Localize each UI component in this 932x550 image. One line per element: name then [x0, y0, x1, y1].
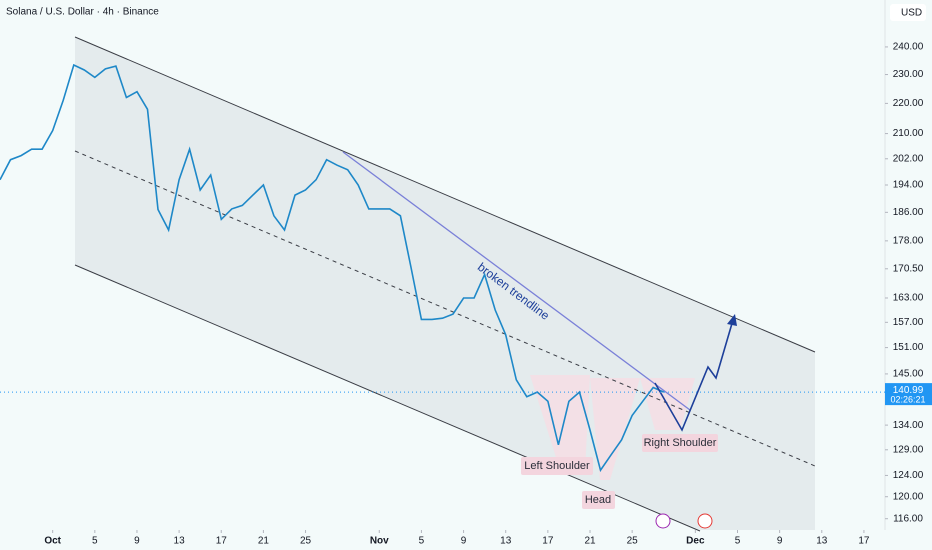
channel-bottom [74, 264, 701, 532]
y-tick-label: 116.00 [893, 513, 923, 524]
x-tick-label: 17 [858, 536, 870, 547]
x-tick-label: Oct [44, 536, 61, 547]
x-tick-label: 13 [500, 536, 512, 547]
event-icon[interactable] [697, 513, 713, 529]
plot [0, 63, 665, 473]
trendline [342, 151, 691, 411]
y-tick-label: 163.00 [893, 293, 924, 304]
event-icon[interactable] [655, 513, 671, 529]
y-tick-label: 124.00 [893, 470, 924, 481]
last-price-label: 140.99 [893, 385, 924, 396]
x-tick-label: 5 [419, 536, 425, 547]
channel-top [74, 36, 816, 353]
channel-mid [74, 150, 816, 467]
x-tick-label: 5 [735, 536, 741, 547]
x-tick-label: 25 [300, 536, 312, 547]
projection-arrowhead [727, 314, 737, 326]
y-tick-label: 134.00 [893, 420, 924, 431]
x-tick-label: Dec [686, 536, 705, 547]
last-price-box [885, 383, 932, 406]
y-tick-label: 178.00 [893, 235, 924, 246]
label-box [521, 457, 593, 475]
y-tick-label: 120.00 [893, 491, 924, 502]
y-tick-label: 240.00 [893, 42, 924, 53]
y-tick-label: 220.00 [893, 98, 924, 109]
x-tick-label: Nov [370, 536, 389, 547]
x-tick-label: 9 [461, 536, 467, 547]
y-tick-label: 194.00 [893, 180, 924, 191]
label-box [582, 491, 615, 509]
x-tick-label: 9 [777, 536, 783, 547]
x-tick-label: 13 [174, 536, 186, 547]
x-tick-label: 21 [258, 536, 270, 547]
x-tick-label: 5 [92, 536, 98, 547]
x-tick-label: 25 [627, 536, 639, 547]
label-box [642, 434, 718, 452]
y-tick-label: 202.00 [893, 153, 924, 164]
y-tick-label: 210.00 [893, 128, 924, 139]
currency: USD [901, 8, 922, 19]
projection-path [654, 319, 734, 432]
countdown: 02:26:21 [890, 394, 925, 404]
currency-box [890, 4, 926, 21]
chart-title: Solana / U.S. Dollar · 4h · Binance [6, 7, 159, 18]
x-tick-label: 13 [816, 536, 828, 547]
y-tick-label: 145.00 [893, 369, 924, 380]
x-tick-label: 21 [584, 536, 596, 547]
left-shoulder-label: Left Shoulder [524, 460, 590, 472]
price-line [0, 63, 665, 473]
y-tick-label: 157.00 [893, 317, 924, 328]
y-tick-label: 151.00 [893, 342, 924, 353]
x-tick-label: 17 [216, 536, 228, 547]
y-tick-label: 230.00 [893, 69, 924, 80]
y-tick-label: 170.50 [893, 263, 924, 274]
head-label: Head [585, 494, 611, 506]
x-tick-label: 17 [542, 536, 554, 547]
y-tick-label: 129.00 [893, 444, 924, 455]
right-shoulder-label: Right Shoulder [644, 437, 717, 449]
head-zone [590, 378, 640, 480]
y-tick-label: 186.00 [893, 207, 924, 218]
x-tick-label: 9 [134, 536, 140, 547]
